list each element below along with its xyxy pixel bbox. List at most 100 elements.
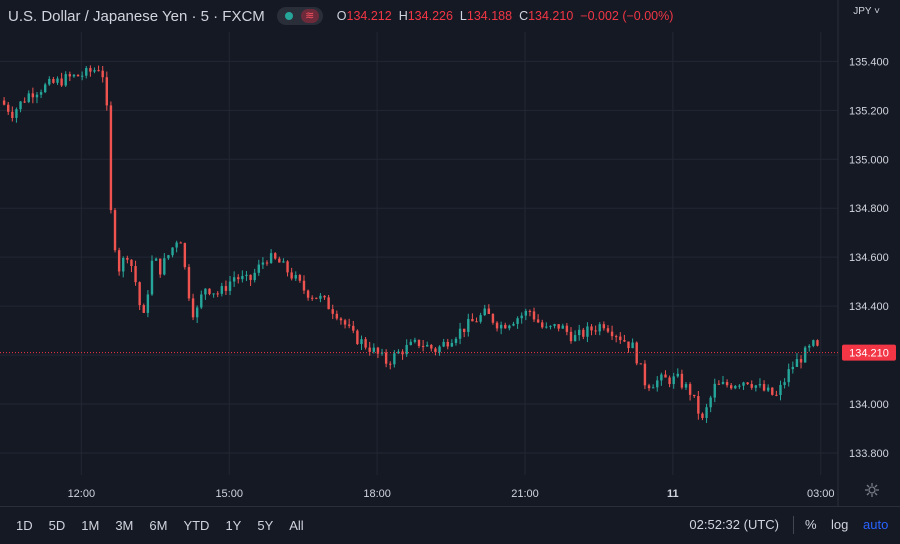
candle-body	[409, 341, 412, 345]
range-5y[interactable]: 5Y	[257, 518, 274, 533]
candle-body	[93, 70, 96, 72]
candle-body	[499, 324, 503, 329]
candle-body	[331, 309, 334, 314]
range-1d[interactable]: 1D	[16, 518, 33, 533]
candle-body	[142, 305, 145, 313]
candle-body	[60, 78, 63, 86]
last-price-label: 134.210	[849, 348, 889, 360]
y-tick-label: 135.400	[849, 56, 889, 68]
candle-body	[27, 93, 30, 103]
x-tick-label: 03:00	[807, 488, 835, 500]
candle-body	[594, 330, 597, 332]
range-all[interactable]: All	[289, 518, 304, 533]
last-price-badge	[842, 344, 896, 361]
candle-body	[557, 324, 560, 329]
candle-body	[175, 242, 178, 248]
log-scale-button[interactable]: log	[831, 517, 849, 532]
candle-body	[138, 282, 141, 306]
candle-body	[372, 347, 376, 352]
candle-body	[163, 258, 166, 275]
wave-icon: ≋	[300, 9, 319, 23]
candle-body	[672, 376, 675, 385]
range-6m[interactable]: 6M	[149, 518, 168, 533]
candle-body	[302, 280, 306, 291]
candle-body	[220, 286, 224, 294]
range-1m[interactable]: 1M	[81, 518, 100, 533]
candle-body	[35, 94, 39, 98]
candle-body	[52, 78, 55, 83]
candle-body	[803, 347, 807, 363]
candle-body	[491, 313, 495, 323]
candle-body	[471, 318, 474, 322]
candle-body	[799, 359, 803, 363]
candle-body	[766, 387, 770, 391]
candle-body	[475, 321, 478, 323]
candle-body	[376, 347, 380, 354]
candle-body	[19, 101, 22, 110]
candle-body	[421, 345, 425, 347]
candle-body	[154, 258, 158, 261]
candle-body	[224, 286, 228, 291]
candle-body	[816, 340, 819, 346]
symbol-title[interactable]: U.S. Dollar / Japanese Yen · 5 · FXCM	[8, 7, 265, 25]
candle-body	[339, 318, 343, 321]
candle-body	[660, 374, 663, 381]
x-tick-label: 12:00	[68, 488, 96, 500]
candle-body	[48, 78, 51, 85]
candle-body	[454, 338, 458, 343]
y-tick-label: 134.800	[849, 203, 889, 215]
candle-body	[565, 325, 569, 332]
candle-body	[126, 257, 129, 260]
candle-body	[204, 288, 207, 295]
change-value: −0.002 (−0.00%)	[580, 9, 674, 23]
x-tick-label: 18:00	[363, 488, 391, 500]
open-value: 134.212	[346, 9, 392, 23]
candle-body	[134, 266, 137, 283]
candle-body	[738, 385, 741, 387]
candle-body	[508, 325, 511, 329]
candle-body	[241, 275, 244, 280]
candle-body	[795, 359, 799, 367]
candle-body	[812, 340, 815, 346]
market-status-pill[interactable]: ≋	[276, 7, 323, 25]
candle-body	[528, 310, 532, 312]
candle-body	[97, 70, 100, 72]
candle-body	[754, 385, 758, 388]
candle-body	[647, 385, 651, 389]
percent-scale-button[interactable]: %	[805, 517, 817, 532]
candle-body	[442, 341, 445, 347]
auto-scale-button[interactable]: auto	[863, 517, 889, 532]
candle-body	[721, 382, 725, 384]
x-tick-label: 11	[667, 488, 679, 500]
candle-body	[380, 352, 384, 354]
range-3m[interactable]: 3M	[115, 518, 134, 533]
candle-body	[676, 373, 679, 377]
candle-body	[105, 77, 109, 106]
candle-body	[446, 341, 449, 347]
candle-body	[450, 342, 454, 347]
candle-body	[265, 262, 269, 264]
candle-body	[462, 328, 466, 332]
price-chart[interactable]: 135.400 135.200 135.000 134.800 134.600 134.4…	[0, 0, 900, 506]
candle-body	[130, 259, 133, 267]
currency-selector[interactable]: JPY ˅	[853, 6, 880, 17]
candle-body	[417, 339, 421, 346]
candle-body	[117, 250, 121, 272]
candle-body	[310, 297, 314, 299]
candle-body	[68, 74, 72, 77]
range-1y[interactable]: 1Y	[225, 518, 242, 533]
y-tick-label: 133.800	[849, 448, 889, 460]
gear-icon[interactable]	[864, 482, 880, 498]
range-ytd[interactable]: YTD	[183, 518, 210, 533]
candle-body	[39, 92, 43, 95]
range-5d[interactable]: 5D	[48, 518, 66, 533]
utc-clock[interactable]: 02:52:32 (UTC)	[689, 517, 779, 532]
candle-body	[253, 272, 256, 281]
candle-body	[758, 384, 762, 386]
candle-body	[487, 308, 491, 314]
candle-body	[89, 68, 92, 72]
candle-body	[167, 255, 170, 259]
candle-body	[294, 275, 297, 279]
candle-body	[516, 318, 519, 324]
candle-body	[495, 322, 499, 329]
